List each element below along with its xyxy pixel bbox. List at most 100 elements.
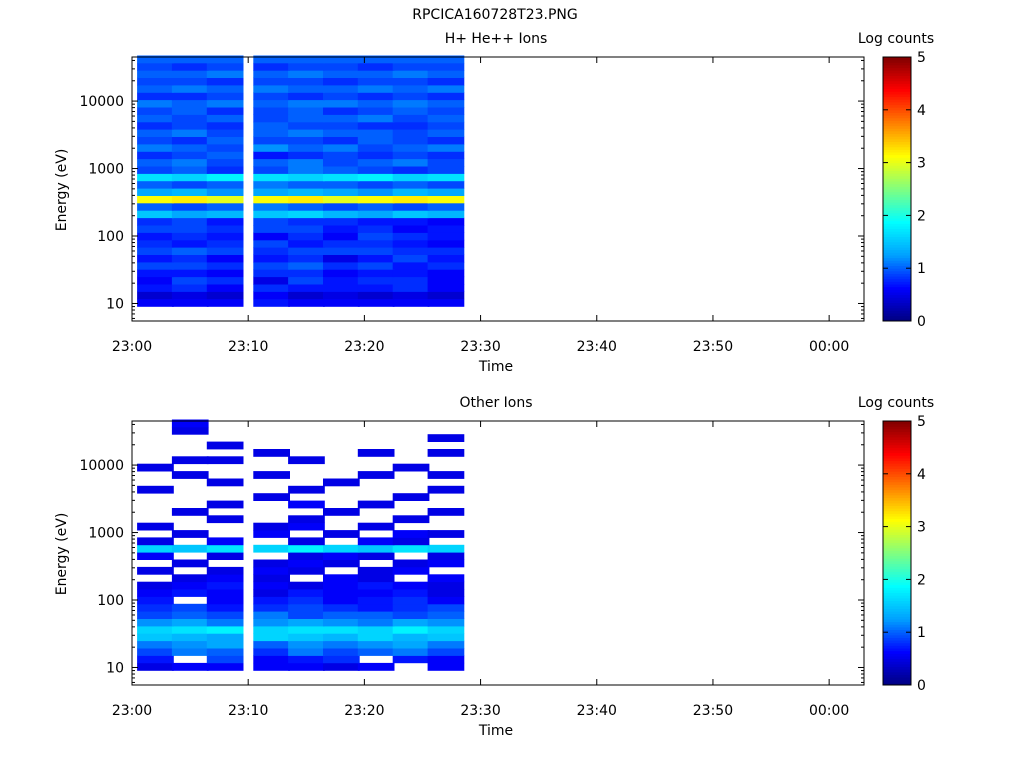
heatmap-cell bbox=[171, 121, 209, 130]
heatmap-cell bbox=[427, 195, 465, 204]
heatmap-cell bbox=[323, 284, 360, 292]
heatmap-cell bbox=[253, 603, 290, 612]
colorbar-segment bbox=[883, 313, 911, 317]
heatmap-cell bbox=[288, 456, 325, 465]
heatmap-cell bbox=[253, 530, 290, 538]
heatmap-cell bbox=[137, 662, 174, 671]
heatmap-cell bbox=[253, 217, 290, 226]
plot-axes: 23:00 23:10 23:20 23:30 23:40 23:50 00:00 10 100… bbox=[79, 420, 865, 719]
heatmap-cell bbox=[137, 552, 174, 560]
colorbar-segment bbox=[883, 497, 911, 501]
x-tick-label: 23:20 bbox=[344, 703, 384, 719]
heatmap-cell bbox=[137, 70, 174, 78]
heatmap-cell bbox=[288, 225, 325, 233]
colorbar-segment bbox=[883, 286, 911, 290]
heatmap-cell bbox=[206, 62, 244, 71]
heatmap-cell bbox=[323, 121, 360, 130]
heatmap-cell bbox=[288, 188, 325, 196]
heatmap-cell bbox=[288, 537, 325, 546]
heatmap-cell bbox=[253, 269, 290, 278]
heatmap-cell bbox=[288, 173, 325, 182]
heatmap-cell bbox=[171, 247, 209, 255]
heatmap-cell bbox=[171, 254, 209, 263]
colorbar-segment bbox=[883, 457, 911, 462]
heatmap-cell bbox=[323, 559, 360, 568]
colorbar-segment bbox=[883, 605, 911, 609]
heatmap-cell bbox=[253, 493, 290, 501]
heatmap-cell bbox=[357, 544, 395, 553]
heatmap-cell bbox=[427, 129, 465, 137]
y-tick-label: 10000 bbox=[79, 458, 124, 474]
heatmap-cell bbox=[392, 618, 430, 627]
colorbar-segment bbox=[883, 212, 911, 216]
heatmap-cell bbox=[171, 158, 209, 167]
heatmap-cell bbox=[357, 70, 395, 78]
heatmap-cell bbox=[253, 276, 290, 285]
heatmap-cell bbox=[323, 633, 360, 642]
heatmap-cell bbox=[288, 633, 325, 642]
heatmap-cell bbox=[323, 618, 360, 627]
heatmap-cell bbox=[288, 284, 325, 292]
heatmap-cell bbox=[288, 55, 325, 64]
heatmap-cell bbox=[137, 633, 174, 642]
heatmap-cell bbox=[427, 298, 465, 307]
colorbar-segment bbox=[883, 159, 911, 164]
heatmap-cell bbox=[137, 544, 174, 553]
colorbar-segment bbox=[883, 70, 911, 74]
heatmap-cell bbox=[427, 449, 465, 457]
colorbar-segment bbox=[883, 640, 911, 644]
heatmap-cell bbox=[137, 537, 174, 546]
y-tick-label: 100 bbox=[97, 229, 124, 245]
heatmap-cell bbox=[427, 210, 465, 219]
heatmap-cell bbox=[288, 515, 325, 524]
colorbar-segment bbox=[883, 218, 911, 222]
heatmap-cell bbox=[392, 655, 430, 664]
colorbar-segment bbox=[883, 428, 911, 433]
x-tick-label: 23:50 bbox=[693, 339, 733, 355]
heatmap-cell bbox=[253, 449, 290, 457]
heatmap-cell bbox=[253, 247, 290, 255]
colorbar-segment bbox=[883, 281, 911, 285]
heatmap-cell bbox=[137, 284, 174, 292]
x-tick-label: 23:10 bbox=[228, 339, 268, 355]
heatmap-cell bbox=[323, 611, 360, 619]
heatmap-cell bbox=[427, 618, 465, 627]
heatmap-cell bbox=[323, 225, 360, 233]
colorbar-tick-label: 5 bbox=[917, 50, 926, 66]
panel-title: H+ He++ Ions bbox=[445, 31, 548, 47]
heatmap-cell bbox=[171, 217, 209, 226]
heatmap-cell bbox=[392, 232, 430, 241]
colorbar-segment bbox=[883, 555, 911, 559]
heatmap-cell bbox=[288, 151, 325, 160]
heatmap-cell bbox=[288, 625, 325, 634]
colorbar-segment bbox=[883, 592, 911, 596]
heatmap-cell bbox=[288, 129, 325, 137]
heatmap-cell bbox=[323, 107, 360, 115]
heatmap-cell bbox=[427, 261, 465, 270]
heatmap-cell bbox=[288, 291, 325, 300]
heatmap-cell bbox=[427, 136, 465, 145]
heatmap-cell bbox=[206, 202, 244, 211]
heatmap-cell bbox=[137, 173, 174, 182]
heatmap-cell bbox=[392, 515, 430, 524]
colorbar-segment bbox=[883, 439, 911, 443]
heatmap-cell bbox=[392, 269, 430, 278]
colorbar-segment bbox=[883, 584, 911, 588]
x-axis-label: Time bbox=[478, 723, 513, 739]
heatmap-cell bbox=[392, 530, 430, 538]
heatmap-cell bbox=[137, 276, 174, 285]
heatmap-cell bbox=[392, 188, 430, 196]
x-tick-label: 23:40 bbox=[577, 703, 617, 719]
heatmap-cell bbox=[357, 62, 395, 71]
heatmap-cell bbox=[206, 261, 244, 270]
heatmap-cell bbox=[206, 515, 244, 524]
colorbar-segment bbox=[883, 270, 911, 274]
colorbar-segment bbox=[883, 426, 911, 430]
colorbar-segment bbox=[883, 268, 911, 272]
heatmap-cell bbox=[392, 261, 430, 270]
colorbar-segment bbox=[883, 273, 911, 277]
heatmap-cell bbox=[206, 166, 244, 174]
heatmap-cell bbox=[288, 85, 325, 93]
colorbar-segment bbox=[883, 315, 911, 319]
